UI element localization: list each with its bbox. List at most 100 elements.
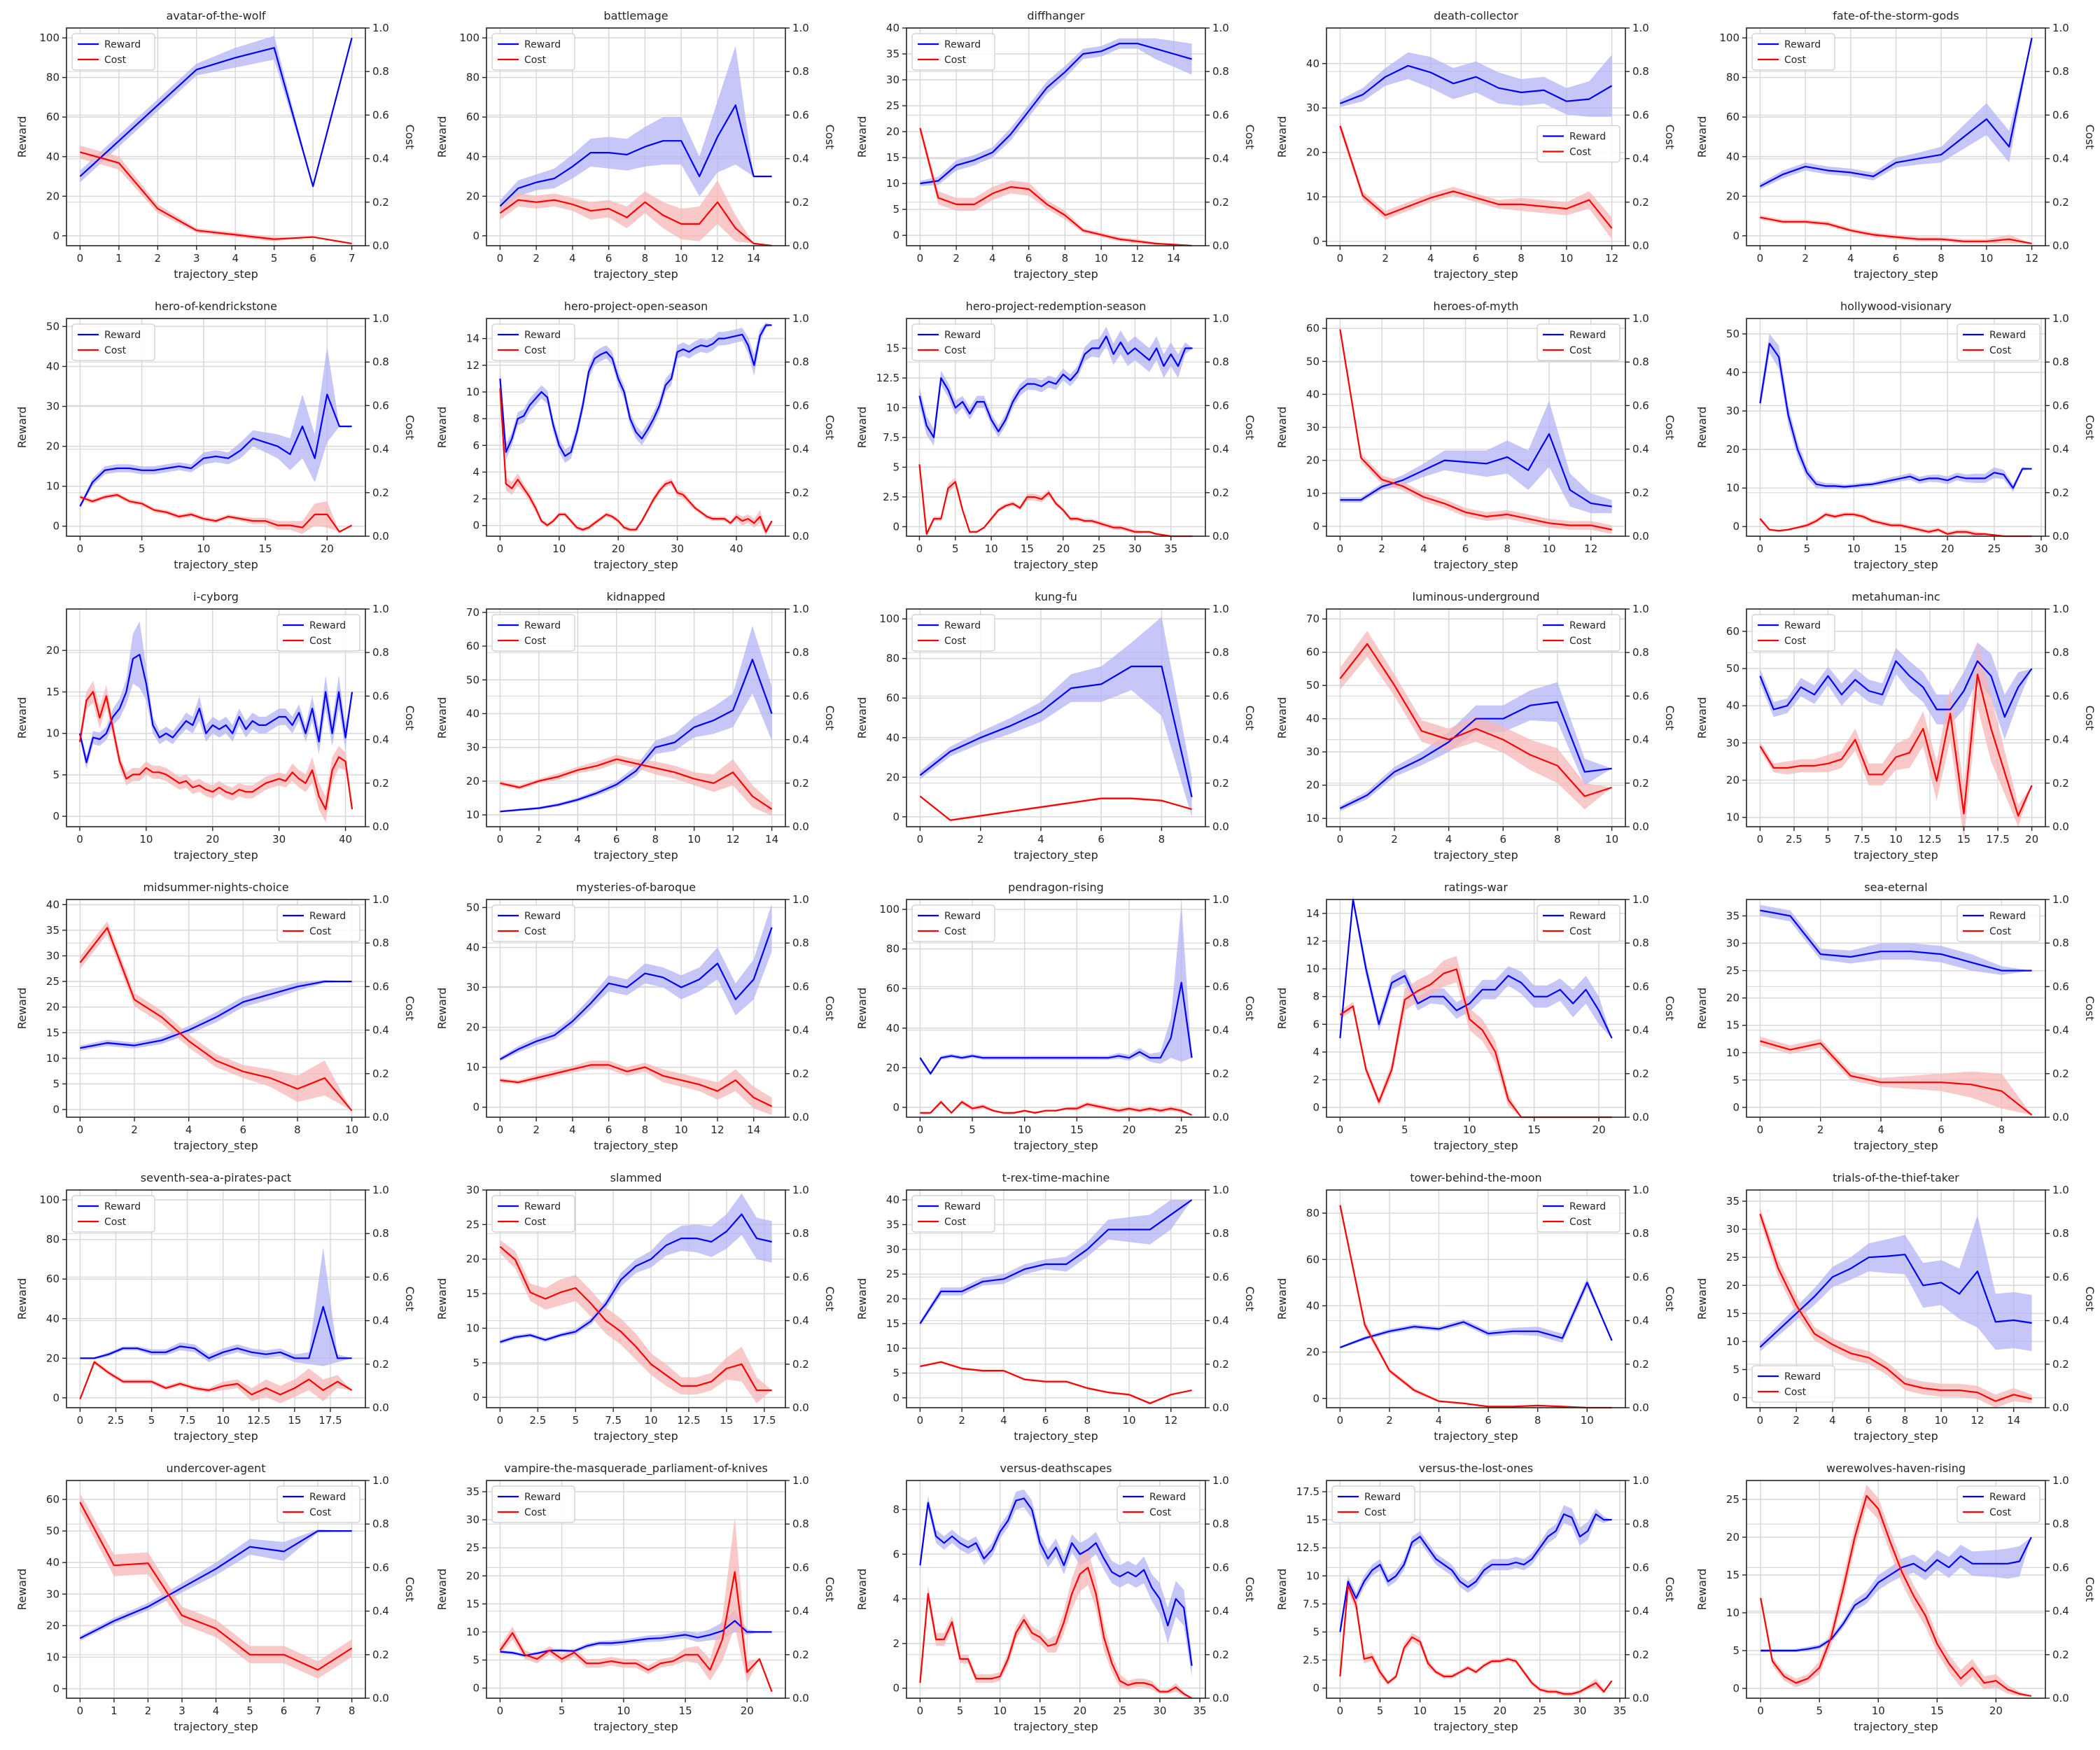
x-tick-label: 6	[606, 1124, 612, 1136]
legend-box	[1536, 904, 1620, 942]
y-axis-label-cost: Cost	[2083, 415, 2096, 440]
subplot-seventh-sea-a-pirates-pact: 0 2.5 5 7.5 10 12.5 15 17.5 0 20 40 60 80 100 0.0 0.2 0.…	[15, 1171, 416, 1443]
reward-confidence-band	[919, 326, 1193, 446]
reward-line	[500, 1213, 772, 1343]
cost-line	[1759, 513, 2032, 538]
x-tick-label: 12.5	[1918, 833, 1941, 846]
legend-box	[1536, 614, 1620, 652]
y-axis-label-reward: Reward	[1695, 988, 1709, 1030]
x-tick-label: 4	[1427, 252, 1434, 265]
reward-line	[1760, 1536, 2032, 1652]
x-tick-label: 5	[957, 1704, 964, 1717]
y-right-tick-label: 0.4	[792, 153, 809, 165]
y-tick-label: 80	[46, 1233, 59, 1246]
x-axis-label: trajectory_step	[1434, 1720, 1518, 1734]
reward-line	[1339, 64, 1613, 104]
y-right-tick-label: 1.0	[792, 312, 809, 325]
y-tick-label: 50	[1726, 328, 1740, 340]
y-axis-label-cost: Cost	[1243, 125, 1256, 150]
x-tick-label: 0	[1337, 1124, 1344, 1136]
x-tick-label: 6	[1485, 1414, 1492, 1427]
y-right-tick-label: 0.4	[372, 1605, 389, 1618]
y-axis-label-cost: Cost	[403, 1577, 416, 1602]
plot-frame	[486, 318, 786, 537]
y-right-tick-label: 0.6	[372, 1270, 389, 1283]
legend: Reward Cost	[911, 904, 995, 942]
y-tick-label: 6	[472, 439, 479, 451]
x-tick-label: 2	[1386, 1414, 1393, 1427]
x-tick-label: 2	[958, 1414, 965, 1427]
plot-frame	[906, 899, 1206, 1118]
y-right-tick-label: 0.4	[792, 1605, 809, 1618]
y-right-tick-label: 0.0	[2052, 820, 2069, 833]
subplot-title: pendragon-rising	[1008, 881, 1104, 894]
legend: Reward Cost	[491, 1485, 575, 1523]
x-tick-label: 20	[741, 1704, 754, 1717]
x-tick-label: 8	[1062, 252, 1069, 265]
subplot-kidnapped: 0 2 4 6 8 10 12 14 10 20 30 40 50 60 70 0.0 0.2 0.4 0.6 0.8…	[435, 590, 836, 862]
x-tick-label: 6	[1938, 1124, 1945, 1136]
cost-confidence-band	[500, 1240, 772, 1404]
x-tick-label: 15	[1527, 1124, 1541, 1136]
y-right-tick-label: 0.6	[1632, 1561, 1649, 1574]
x-tick-label: 30	[2034, 542, 2047, 555]
subplot-title: undercover-agent	[167, 1462, 266, 1475]
legend-label-reward: Reward	[309, 620, 346, 631]
y-tick-label: 0	[1732, 230, 1740, 242]
legend-box	[71, 1195, 155, 1233]
x-tick-label: 0	[497, 1414, 504, 1427]
subplot-title: seventh-sea-a-pirates-pact	[141, 1171, 291, 1184]
x-tick-label: 0	[1337, 252, 1344, 265]
y-axis-label-reward: Reward	[1275, 1569, 1289, 1611]
y-axis-label-cost: Cost	[1663, 415, 1676, 440]
y-tick-label: 10	[1726, 1606, 1740, 1619]
y-axis-label-reward: Reward	[855, 697, 869, 739]
legend: Reward Cost	[276, 614, 360, 652]
y-right-tick-label: 0.2	[792, 1648, 809, 1661]
x-axis-label: trajectory_step	[1854, 848, 1938, 862]
x-tick-label: 25	[1113, 1704, 1126, 1717]
legend-label-reward: Reward	[104, 39, 141, 50]
x-tick-label: 10	[675, 1124, 688, 1136]
y-tick-label: 2	[472, 493, 479, 505]
subplot-title: slammed	[610, 1171, 662, 1184]
cost-confidence-band	[80, 921, 352, 1111]
y-axis-label-cost: Cost	[823, 706, 836, 731]
subplot-hero-project-open-season: 0 10 20 30 40 0 2 4 6 8 10 12 14 0.0 0.2 0.4 0.6 0.8 1.0 he…	[435, 300, 836, 572]
reward-line	[1340, 433, 1612, 507]
cost-confidence-band	[80, 145, 352, 244]
y-tick-label: 20	[466, 1253, 479, 1266]
y-right-tick-label: 0.6	[792, 1561, 809, 1574]
y-right-tick-label: 0.0	[1632, 239, 1649, 252]
reward-confidence-band	[1340, 52, 1612, 117]
y-right-tick-label: 0.8	[792, 65, 809, 78]
y-right-tick-label: 0.8	[372, 1518, 389, 1530]
y-tick-label: 30	[1306, 102, 1320, 114]
legend-box	[911, 323, 995, 361]
legend-box	[911, 1195, 995, 1233]
x-tick-label: 8	[349, 1704, 356, 1717]
y-right-tick-label: 0.8	[2052, 1518, 2069, 1530]
legend-label-cost: Cost	[1989, 926, 2012, 937]
legend-label-reward: Reward	[1784, 39, 1821, 50]
y-right-tick-label: 0.6	[792, 1270, 809, 1283]
x-tick-label: 20	[206, 833, 219, 846]
subplot-fate-of-the-storm-gods: 0 2 4 6 8 10 12 0 20 40 60 80 100 0.0 0.2 0.4 0.6 0.8 1.0 f…	[1695, 9, 2096, 281]
y-axis-label-reward: Reward	[855, 407, 869, 449]
x-axis-label: trajectory_step	[1014, 1720, 1098, 1734]
y-right-tick-label: 0.4	[372, 1024, 389, 1037]
y-right-tick-label: 1.0	[792, 1474, 809, 1487]
x-tick-label: 40	[339, 833, 352, 846]
y-right-tick-label: 0.2	[372, 777, 389, 790]
y-right-tick-label: 0.8	[1632, 1227, 1649, 1240]
y-tick-label: 20	[466, 775, 479, 788]
y-tick-label: 40	[466, 941, 479, 953]
x-tick-label: 12.5	[677, 1414, 700, 1427]
x-tick-label: 7	[314, 1704, 321, 1717]
x-tick-label: 12	[1164, 1414, 1177, 1427]
y-tick-label: 8	[472, 412, 479, 425]
x-tick-label: 30	[272, 833, 286, 846]
y-tick-label: 40	[1306, 1299, 1320, 1312]
subplot-death-collector: 0 2 4 6 8 10 12 0 10 20 30 40 0.0 0.2 0.4 0.6 0.8 1.0 deat…	[1275, 9, 1676, 281]
subplot-title: battlemage	[603, 9, 668, 22]
